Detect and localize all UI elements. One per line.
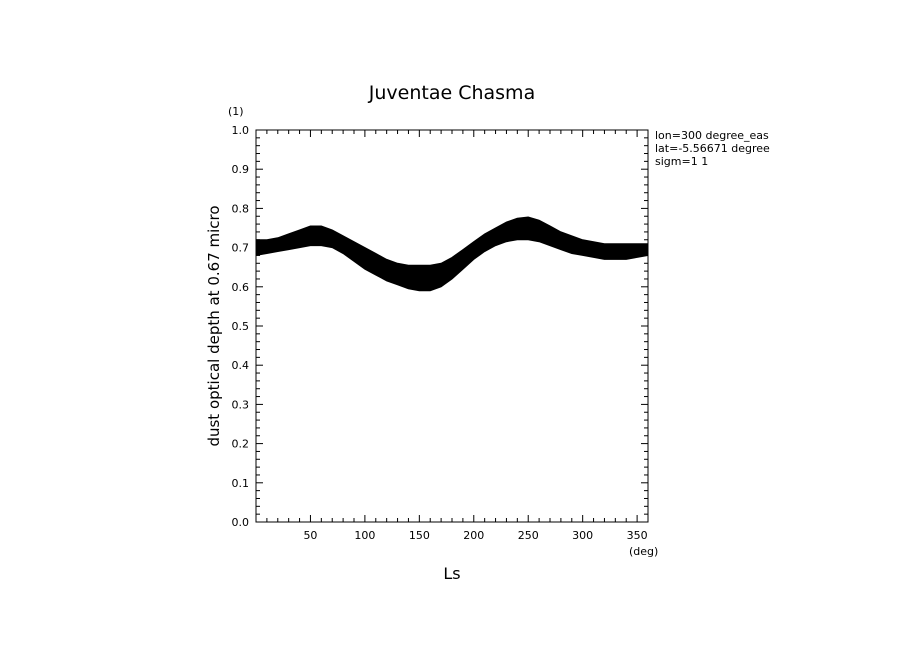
y-tick-label: 0.9 (232, 163, 250, 176)
y-tick-label: 0.8 (232, 202, 250, 215)
plot-frame (255, 129, 649, 523)
x-tick-label: 200 (463, 529, 484, 542)
y-tick-label: 0.3 (232, 398, 250, 411)
info-lon: lon=300 degree_eas (655, 129, 769, 142)
x-tick-label: 50 (303, 529, 317, 542)
y-unit-label: (1) (228, 105, 244, 118)
y-tick-label: 0.1 (232, 477, 250, 490)
y-tick-label: 0.6 (232, 281, 250, 294)
x-tick-label: 100 (354, 529, 375, 542)
y-axis-label: dust optical depth at 0.67 micro (205, 205, 223, 446)
info-sigm: sigm=1 1 (655, 155, 709, 168)
y-tick-label: 0.2 (232, 438, 250, 451)
x-tick-label: 250 (518, 529, 539, 542)
plot-area: 0.0 0.1 0.2 0.3 0.4 0.5 0.6 0.7 0.8 0.9 1.0 50 100 15… (232, 124, 649, 542)
y-tick-label: 0.4 (232, 359, 250, 372)
y-tick-label: 0.0 (232, 516, 250, 529)
x-tick-label: 150 (409, 529, 430, 542)
x-tick-label: 350 (627, 529, 648, 542)
info-lat: lat=-5.56671 degree (655, 142, 770, 155)
y-tick-label: 0.5 (232, 320, 250, 333)
y-tick-label: 0.7 (232, 242, 250, 255)
data-band (255, 216, 649, 292)
x-unit-label: (deg) (629, 545, 658, 558)
x-axis-label: Ls (443, 564, 460, 583)
y-tick-label: 1.0 (232, 124, 250, 137)
x-tick-label: 300 (572, 529, 593, 542)
chart-title: Juventae Chasma (368, 82, 535, 104)
